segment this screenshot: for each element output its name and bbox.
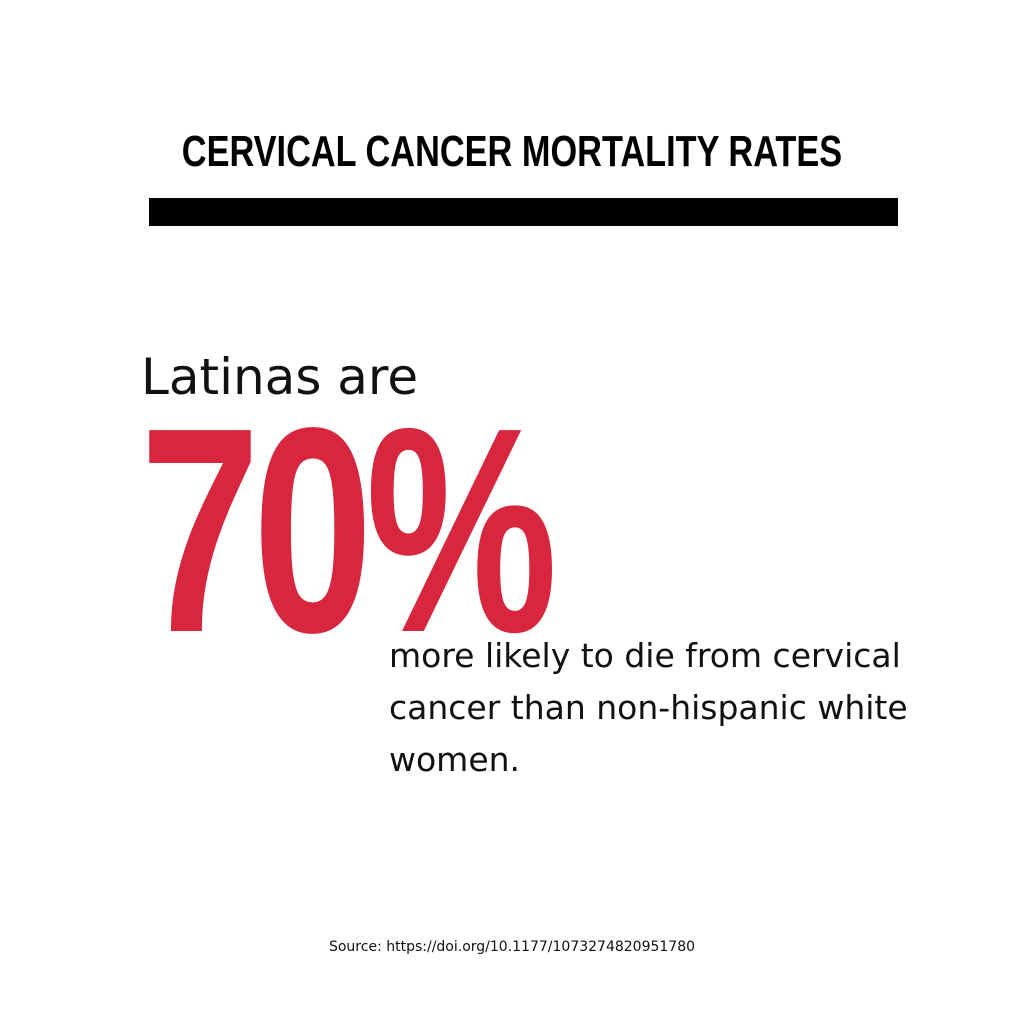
statistic-description: more likely to die from cervical cancer … (389, 636, 908, 779)
title-underline-bar (149, 198, 898, 226)
statistic-percentage: 70% (140, 367, 558, 693)
lead-text: Latinas are (141, 348, 419, 406)
source-citation: Source: https://doi.org/10.1177/10732748… (328, 939, 696, 955)
page-title: CERVICAL CANCER MORTALITY RATES (181, 127, 843, 176)
